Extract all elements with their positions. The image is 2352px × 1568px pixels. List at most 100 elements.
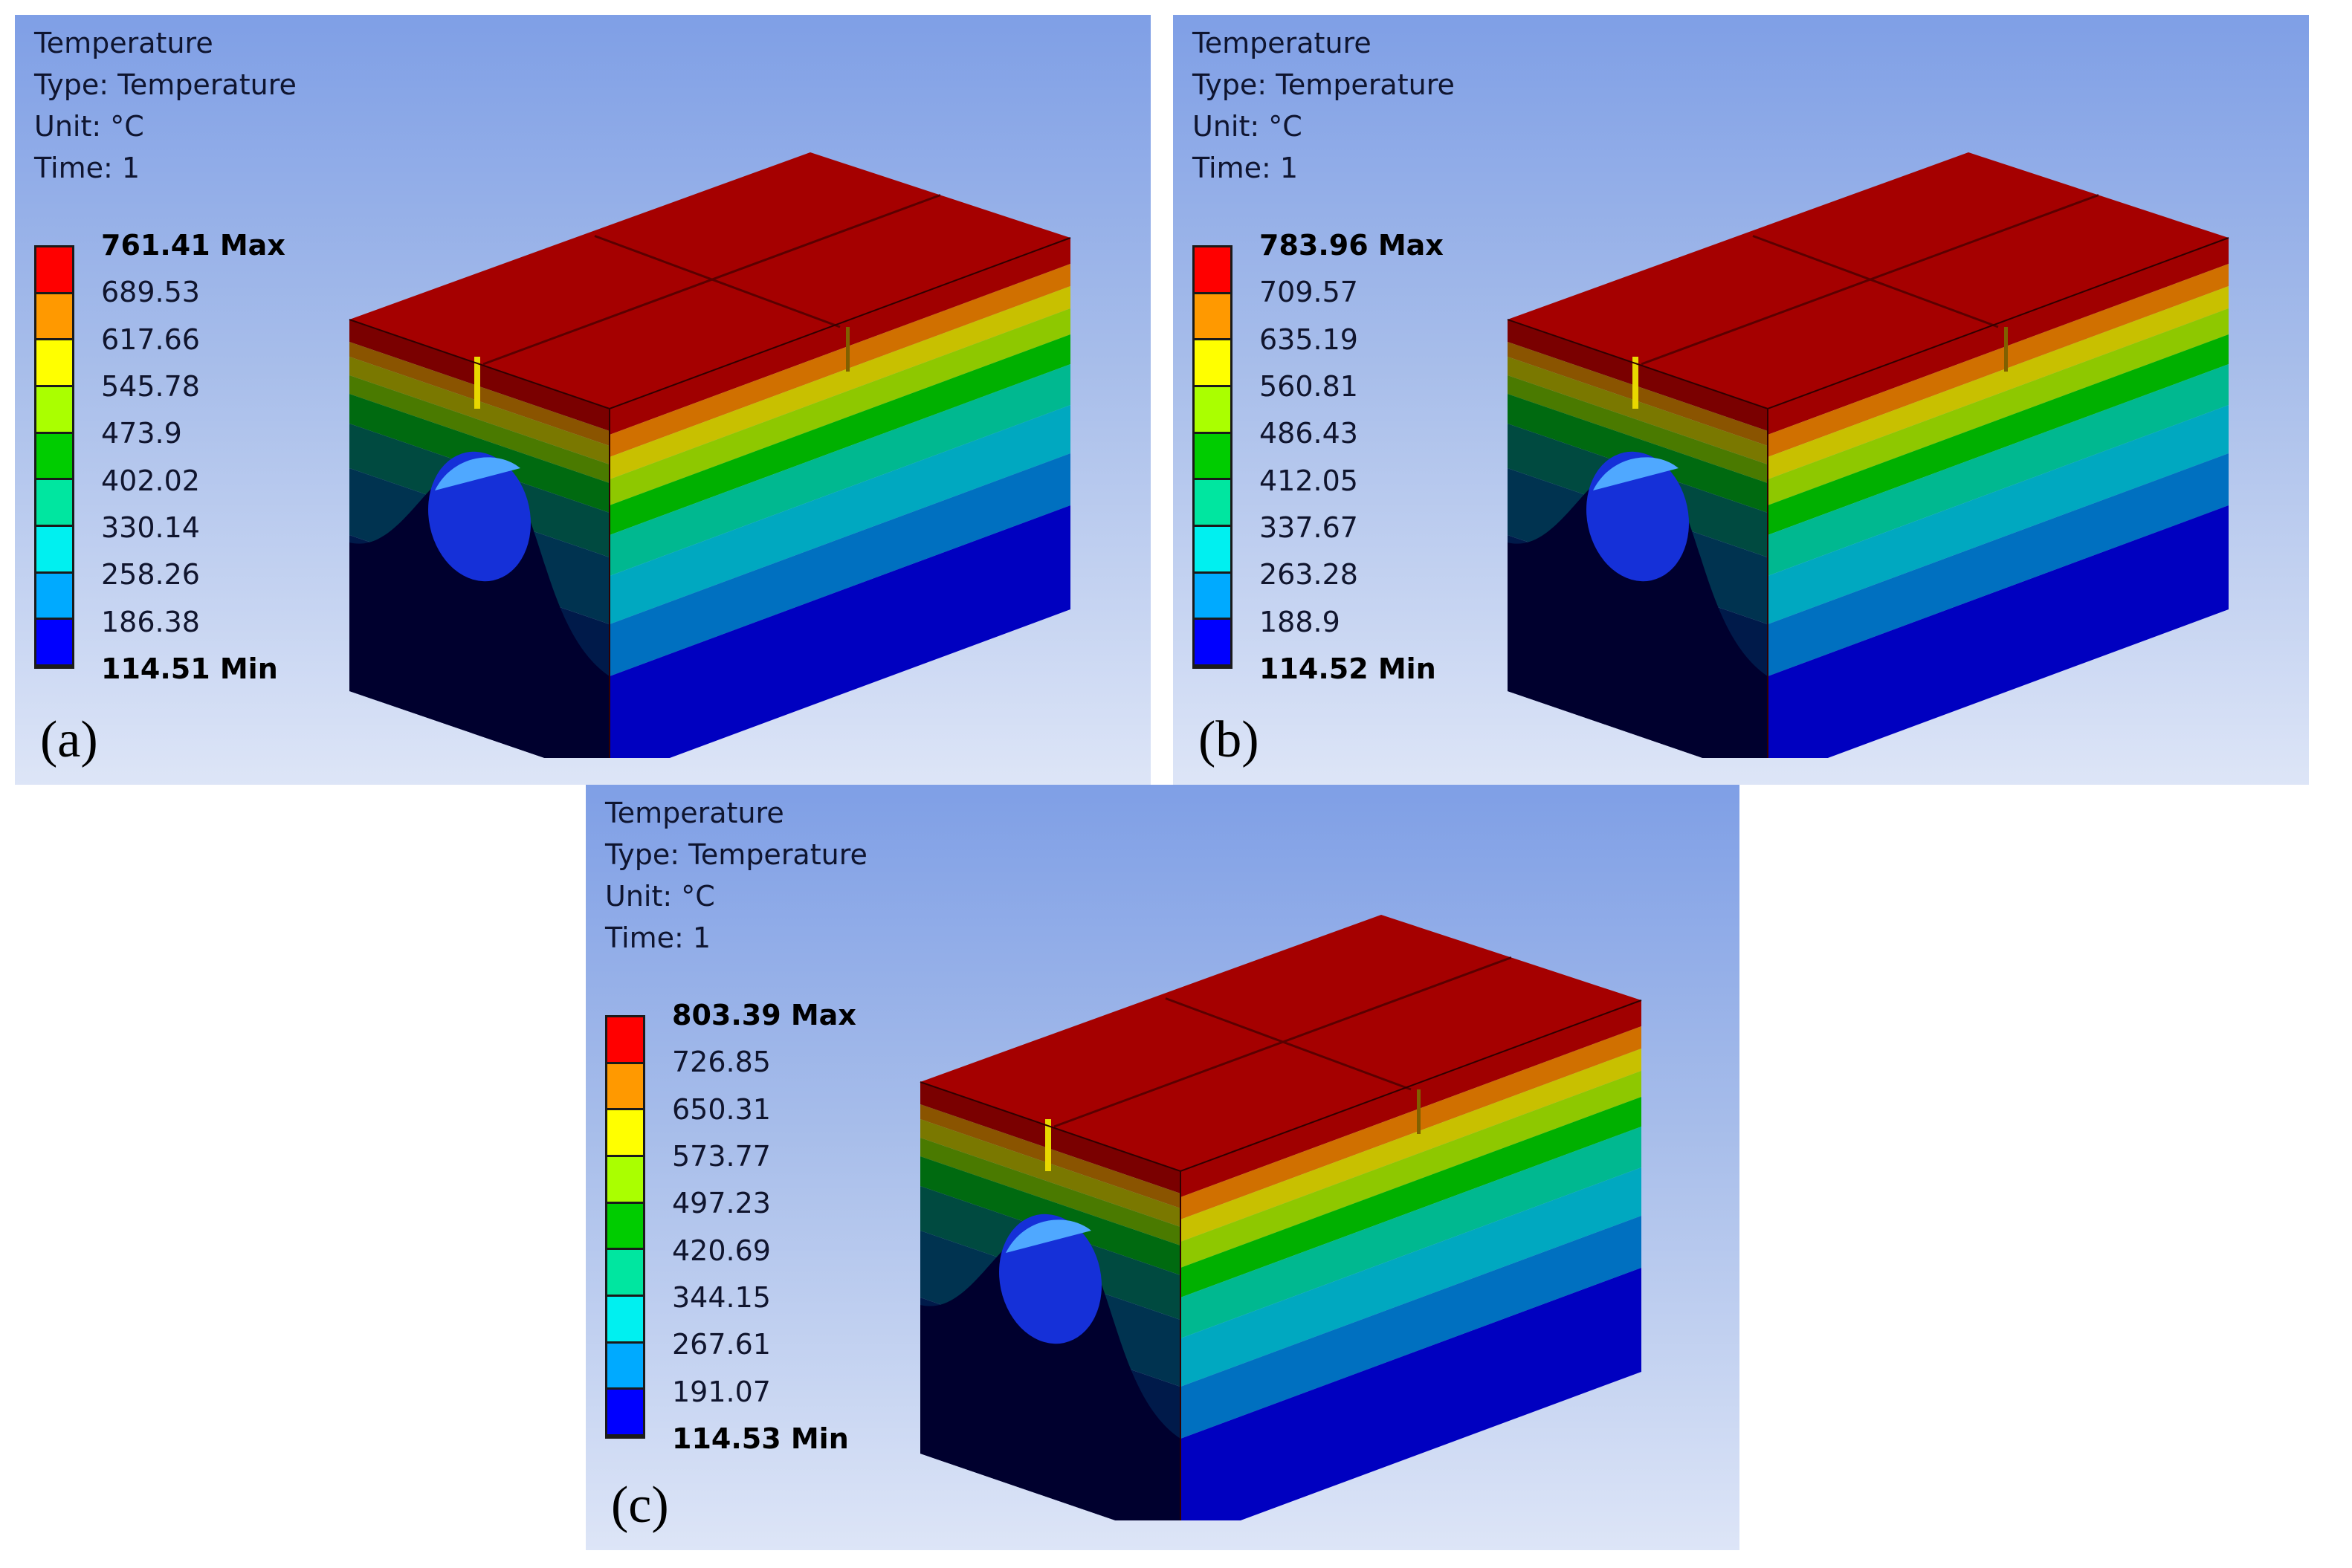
side-face-band (610, 238, 1070, 435)
legend-swatch (1195, 340, 1230, 387)
legend-swatch (1195, 480, 1230, 527)
temperature-model[interactable] (327, 141, 1115, 758)
cooling-hole-highlight (1006, 1219, 1091, 1253)
result-unit: Unit: °C (34, 110, 144, 143)
legend-value-label: 726.85 (672, 1046, 771, 1079)
top-face-seam (594, 235, 841, 328)
legend-swatch (607, 1063, 643, 1111)
side-face-band (610, 308, 1070, 505)
side-face-band (1180, 1268, 1641, 1520)
legend-swatch (607, 1343, 643, 1390)
result-title: Temperature (1192, 27, 1372, 59)
cooling-hole-highlight (1593, 457, 1679, 490)
front-face-band (1508, 375, 1768, 483)
side-face-band (1180, 1127, 1641, 1338)
legend-swatch (607, 1017, 643, 1064)
legend-value-label: 186.38 (101, 605, 200, 638)
legend-value-label: 263.28 (1259, 558, 1358, 592)
legend-swatch (607, 1390, 643, 1436)
legend-value-label: 402.02 (101, 464, 200, 497)
legend-swatch (36, 480, 72, 527)
color-legend: 803.39 Max 726.85 650.31 573.77 497.23 420.69… (605, 999, 873, 1461)
model-edges (920, 1000, 1642, 1520)
front-face-band (1508, 357, 1768, 464)
side-face-band (1768, 405, 2229, 624)
legend-swatch (1195, 294, 1230, 341)
temperature-model[interactable] (1485, 141, 2273, 758)
model-svg (349, 152, 1071, 758)
legend-value-label: 497.23 (672, 1187, 771, 1220)
legend-max-label: 783.96 Max (1259, 229, 1444, 262)
legend-swatch (1195, 387, 1230, 434)
legend-swatch (1195, 247, 1230, 294)
top-face-seam (1752, 235, 1999, 328)
side-face-band (1768, 453, 2229, 676)
color-legend: 783.96 Max 709.57 635.19 560.81 486.43 412.05… (1192, 229, 1460, 691)
side-face-band (610, 505, 1070, 758)
model-edges (1507, 237, 2229, 758)
top-face-seam (1165, 997, 1412, 1091)
slot-mark (2004, 327, 2008, 372)
side-face-band (1768, 238, 2229, 435)
side-face-band (610, 405, 1070, 624)
model-svg (920, 915, 1642, 1520)
result-type: Type: Temperature (34, 68, 297, 101)
side-face-band (1180, 1097, 1641, 1298)
result-panel-b: Temperature Type: Temperature Unit: °C T… (1173, 15, 2309, 785)
legend-swatch (607, 1203, 643, 1251)
side-face-band (1180, 1216, 1641, 1439)
legend-value-label: 650.31 (672, 1092, 771, 1126)
slot-mark (846, 327, 850, 372)
legend-swatch (607, 1157, 643, 1204)
legend-value-label: 573.77 (672, 1140, 771, 1173)
model-edges (349, 237, 1071, 758)
side-face-band (1768, 334, 2229, 535)
legend-swatch (36, 527, 72, 574)
side-face-band (1768, 308, 2229, 505)
result-time: Time: 1 (34, 152, 140, 184)
panel-label: (a) (40, 711, 98, 768)
side-face-band (1768, 286, 2229, 479)
side-face-band (1180, 1026, 1641, 1219)
legend-value-label: 560.81 (1259, 370, 1358, 403)
legend-value-label: 617.66 (101, 323, 200, 356)
side-face-band (1768, 264, 2229, 457)
front-face-shadow (349, 461, 610, 758)
front-face-band (349, 357, 610, 464)
legend-min-label: 114.53 Min (672, 1422, 849, 1455)
legend-value-label: 635.19 (1259, 323, 1358, 356)
result-type: Type: Temperature (1192, 68, 1455, 101)
slot-mark (1417, 1089, 1421, 1134)
side-face-band (610, 364, 1070, 576)
legend-swatch (36, 294, 72, 341)
side-face-band (1180, 1000, 1641, 1197)
result-panel-a: Temperature Type: Temperature Unit: °C T… (15, 15, 1151, 785)
result-time: Time: 1 (1192, 152, 1299, 184)
panel-label: (b) (1198, 711, 1259, 768)
legend-swatch (1195, 573, 1230, 621)
side-face-band (1180, 1049, 1641, 1242)
legend-swatch (36, 247, 72, 294)
front-face-shadow (1508, 461, 1768, 758)
legend-value-label: 545.78 (101, 370, 200, 403)
side-face-band (1180, 1167, 1641, 1387)
legend-swatch (1195, 433, 1230, 481)
legend-swatch (607, 1110, 643, 1157)
temperature-model[interactable] (898, 904, 1686, 1520)
side-face-band (610, 286, 1070, 479)
legend-value-label: 486.43 (1259, 417, 1358, 450)
legend-value-label: 412.05 (1259, 464, 1358, 497)
side-face-band (610, 334, 1070, 535)
color-legend: 761.41 Max 689.53 617.66 545.78 473.9 402.02 3… (34, 229, 302, 691)
front-face-band (920, 1138, 1180, 1245)
result-type: Type: Temperature (605, 838, 868, 871)
legend-swatch (607, 1250, 643, 1297)
legend-swatch (36, 340, 72, 387)
legend-value-label: 420.69 (672, 1234, 771, 1267)
slot-mark (1632, 357, 1638, 409)
panel-label: (c) (611, 1477, 669, 1534)
legend-max-label: 803.39 Max (672, 999, 856, 1031)
result-panel-c: Temperature Type: Temperature Unit: °C T… (586, 785, 1739, 1550)
legend-value-label: 330.14 (101, 511, 200, 544)
side-face-band (610, 453, 1070, 676)
